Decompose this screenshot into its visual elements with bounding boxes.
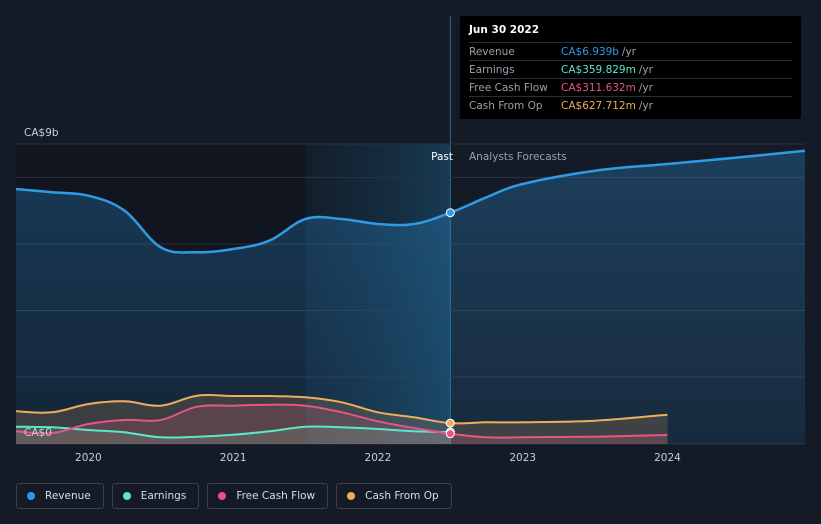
x-tick-label: 2023	[509, 452, 536, 464]
tooltip-value: CA$311.632m	[561, 81, 636, 94]
x-tick-label: 2022	[365, 452, 392, 464]
data-tooltip: Jun 30 2022 Revenue CA$6.939b /yr Earnin…	[460, 16, 801, 119]
legend-item-cash-from-op[interactable]: Cash From Op	[336, 483, 452, 509]
hover-markers	[445, 208, 455, 439]
y-axis-bottom-label: CA$0	[24, 427, 52, 439]
past-label: Past	[431, 151, 453, 163]
forecast-label: Analysts Forecasts	[469, 151, 567, 163]
marker-revenue	[445, 208, 455, 218]
legend-label: Earnings	[140, 490, 187, 502]
marker-free-cash-flow	[445, 429, 455, 439]
legend-label: Free Cash Flow	[236, 490, 316, 502]
legend-dot-revenue	[27, 492, 35, 500]
tooltip-label: Cash From Op	[469, 99, 543, 112]
tooltip-row-revenue: Revenue CA$6.939b /yr	[469, 42, 792, 60]
line-free-cash-flow	[15, 403, 668, 439]
legend-item-earnings[interactable]: Earnings	[111, 483, 200, 509]
tooltip-unit: /yr	[638, 99, 653, 112]
tooltip-unit: /yr	[638, 81, 653, 94]
tooltip-label: Revenue	[469, 45, 515, 58]
tooltip-unit: /yr	[621, 45, 636, 58]
tooltip-date: Jun 30 2022	[469, 24, 540, 36]
x-tick-label: 2024	[654, 452, 681, 464]
y-axis-top-label: CA$9b	[24, 127, 59, 139]
legend-label: Revenue	[45, 490, 91, 502]
legend-label: Cash From Op	[365, 490, 439, 502]
legend-dot-cash-from-op	[347, 492, 356, 500]
legend-item-revenue[interactable]: Revenue	[16, 483, 104, 509]
tooltip-row-free-cash-flow: Free Cash Flow CA$311.632m /yr	[469, 78, 792, 96]
axis-text: CA$9b CA$0 Past Analysts Forecasts 2020 2…	[24, 127, 681, 464]
line-earnings	[15, 425, 451, 439]
area-cash-from-op	[16, 394, 668, 444]
legend-dot-earnings	[122, 492, 131, 500]
area-revenue	[16, 150, 805, 444]
series-lines	[15, 149, 806, 439]
tooltip-label: Free Cash Flow	[469, 81, 548, 94]
tooltip-row-cash-from-op: Cash From Op CA$627.712m /yr	[469, 96, 792, 114]
tooltip-label: Earnings	[469, 63, 515, 76]
tooltip-value: CA$359.829m	[561, 63, 636, 76]
line-cash-from-op	[15, 393, 668, 425]
x-tick-label: 2020	[75, 452, 102, 464]
tooltip-value: CA$627.712m	[561, 99, 636, 112]
legend-dot-free-cash-flow	[218, 492, 227, 500]
tooltip-row-earnings: Earnings CA$359.829m /yr	[469, 60, 792, 78]
marker-cash-from-op	[445, 418, 455, 428]
line-revenue	[15, 149, 806, 254]
chart-legend: Revenue Earnings Free Cash Flow Cash Fro…	[16, 483, 452, 509]
legend-item-free-cash-flow[interactable]: Free Cash Flow	[207, 483, 329, 509]
x-tick-label: 2021	[220, 452, 247, 464]
tooltip-value: CA$6.939b	[561, 45, 619, 58]
tooltip-unit: /yr	[638, 63, 653, 76]
